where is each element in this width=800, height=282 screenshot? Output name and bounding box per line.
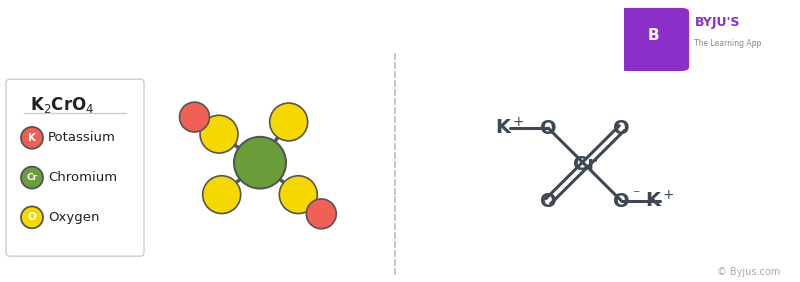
Text: The Learning App: The Learning App bbox=[694, 39, 762, 48]
Text: O: O bbox=[540, 192, 557, 211]
Text: O: O bbox=[614, 119, 630, 138]
Text: K$_2$CrO$_4$: K$_2$CrO$_4$ bbox=[30, 95, 94, 115]
Text: BYJU'S: BYJU'S bbox=[694, 16, 740, 28]
Text: Potassium: Potassium bbox=[48, 131, 116, 144]
Text: B: B bbox=[648, 28, 660, 43]
FancyBboxPatch shape bbox=[6, 79, 144, 256]
Circle shape bbox=[21, 127, 43, 149]
Text: Cr: Cr bbox=[573, 155, 597, 174]
Circle shape bbox=[179, 102, 210, 132]
Text: Oxygen: Oxygen bbox=[48, 211, 99, 224]
Circle shape bbox=[200, 115, 238, 153]
Circle shape bbox=[306, 199, 336, 229]
FancyBboxPatch shape bbox=[618, 8, 689, 71]
Text: $^-$: $^-$ bbox=[630, 188, 641, 201]
Text: © Byjus.com: © Byjus.com bbox=[717, 267, 780, 277]
Circle shape bbox=[202, 176, 241, 213]
Text: K: K bbox=[28, 133, 36, 143]
Text: POTASSIUM CHROMATE STRUCTURE: POTASSIUM CHROMATE STRUCTURE bbox=[50, 13, 526, 37]
Text: O: O bbox=[28, 212, 36, 222]
Text: O: O bbox=[614, 192, 630, 211]
Text: Cr: Cr bbox=[26, 173, 38, 182]
Circle shape bbox=[21, 206, 43, 228]
Text: Chromium: Chromium bbox=[48, 171, 117, 184]
Text: O: O bbox=[540, 119, 557, 138]
Text: K$^+$: K$^+$ bbox=[495, 118, 526, 139]
Circle shape bbox=[270, 103, 308, 141]
Circle shape bbox=[234, 137, 286, 189]
Text: K$^+$: K$^+$ bbox=[645, 191, 674, 212]
Circle shape bbox=[21, 167, 43, 189]
Circle shape bbox=[279, 176, 318, 213]
